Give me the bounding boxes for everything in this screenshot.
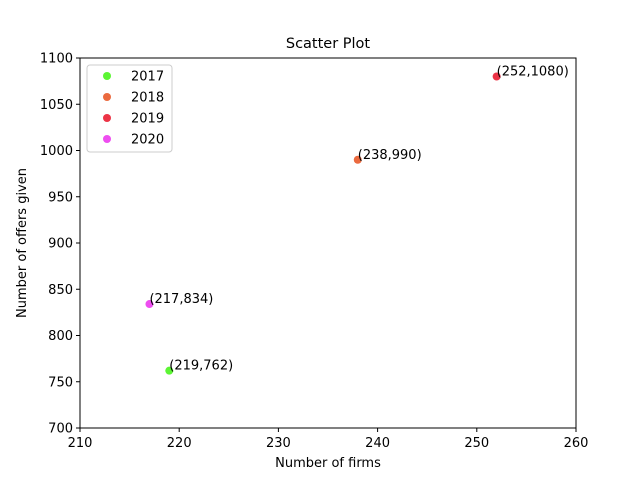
legend-marker-2020 bbox=[103, 135, 111, 143]
x-axis: 210 220 230 240 250 260 bbox=[68, 428, 589, 451]
legend-box bbox=[86, 64, 173, 153]
x-tick-label: 250 bbox=[464, 436, 489, 451]
x-tick-label: 230 bbox=[266, 436, 291, 451]
legend-label: 2019 bbox=[131, 112, 164, 127]
data-label: (217,834) bbox=[149, 292, 213, 307]
legend-marker-2019 bbox=[103, 114, 111, 122]
chart-title: Scatter Plot bbox=[286, 36, 371, 52]
data-point-2018 bbox=[353, 155, 362, 164]
y-tick-label: 800 bbox=[48, 329, 73, 344]
x-tick-label: 210 bbox=[68, 436, 93, 451]
y-tick-label: 950 bbox=[48, 190, 73, 205]
legend-marker-2018 bbox=[103, 93, 111, 101]
legend-label: 2018 bbox=[131, 91, 164, 106]
data-label: (238,990) bbox=[358, 148, 422, 163]
data-points bbox=[145, 72, 501, 375]
y-tick-label: 750 bbox=[48, 375, 73, 390]
data-point-2017 bbox=[165, 366, 174, 375]
legend-label: 2017 bbox=[131, 70, 164, 85]
legend-label: 2020 bbox=[131, 133, 164, 148]
x-tick-label: 220 bbox=[167, 436, 192, 451]
x-tick-label: 240 bbox=[365, 436, 390, 451]
x-axis-label: Number of firms bbox=[275, 456, 381, 471]
legend-marker-2017 bbox=[103, 72, 111, 80]
data-label: (252,1080) bbox=[497, 65, 569, 80]
data-label: (219,762) bbox=[169, 359, 233, 374]
data-point-2020 bbox=[145, 300, 154, 309]
y-axis-label: Number of offers given bbox=[15, 168, 30, 318]
y-axis: 700 750 800 850 900 950 1000 1050 1100 bbox=[40, 52, 80, 437]
y-tick-label: 1050 bbox=[40, 98, 73, 113]
y-tick-label: 700 bbox=[48, 422, 73, 437]
legend: 2017 2018 2019 2020 bbox=[86, 64, 173, 153]
data-labels: (219,762) (238,990) (252,1080) (217,834) bbox=[149, 65, 568, 374]
y-tick-label: 1000 bbox=[40, 144, 73, 159]
data-point-2019 bbox=[492, 72, 501, 81]
y-tick-label: 1100 bbox=[40, 52, 73, 67]
y-tick-label: 850 bbox=[48, 283, 73, 298]
y-tick-label: 900 bbox=[48, 237, 73, 252]
x-tick-label: 260 bbox=[564, 436, 589, 451]
